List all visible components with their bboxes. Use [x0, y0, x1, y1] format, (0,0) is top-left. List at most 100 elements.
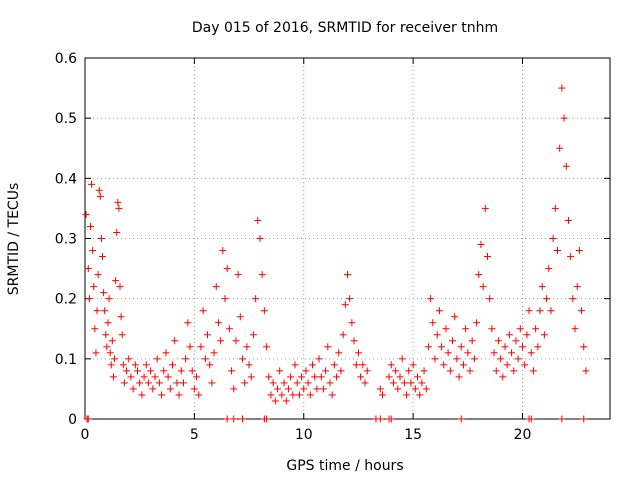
data-point [84, 265, 92, 273]
data-point [477, 241, 485, 249]
y-axis-label: SRMTID / TECUs [6, 183, 22, 296]
data-point [306, 391, 314, 399]
data-point [197, 343, 205, 351]
data-point [398, 355, 406, 363]
data-point [119, 361, 127, 369]
data-point [457, 415, 465, 423]
data-point [387, 361, 395, 369]
data-point [245, 361, 253, 369]
data-point [140, 373, 148, 381]
data-point [427, 295, 435, 303]
data-point [442, 325, 450, 333]
data-point [484, 253, 491, 261]
y-tick-label: 0.3 [55, 232, 77, 248]
data-point [236, 313, 244, 321]
data-point [582, 367, 590, 375]
data-point [109, 373, 117, 381]
y-tick-label: 0.1 [55, 352, 77, 368]
data-point [127, 373, 135, 381]
data-point [519, 343, 526, 351]
data-point [385, 373, 393, 381]
data-point [223, 265, 231, 273]
data-point [208, 379, 216, 387]
data-point [558, 415, 566, 423]
data-point [337, 367, 345, 375]
data-point [214, 319, 222, 327]
data-point [291, 361, 299, 369]
data-point [357, 373, 365, 381]
data-point [212, 283, 220, 291]
data-point [569, 295, 577, 303]
data-point [346, 295, 354, 303]
data-point [162, 349, 170, 357]
data-point [120, 379, 128, 387]
data-point [239, 355, 246, 363]
data-point [263, 415, 271, 423]
data-point [313, 385, 321, 393]
y-tick-label: 0.5 [55, 111, 77, 127]
data-point [521, 361, 529, 369]
data-point [105, 295, 113, 303]
x-tick-label: 15 [404, 427, 422, 443]
data-point [112, 277, 120, 285]
data-point [431, 355, 439, 363]
data-point [151, 373, 159, 381]
data-point [497, 355, 505, 363]
x-tick-label: 20 [514, 427, 532, 443]
data-point [543, 295, 551, 303]
data-point [147, 367, 155, 375]
data-point [508, 349, 516, 357]
data-point [252, 295, 260, 303]
data-point [354, 349, 362, 357]
data-point [94, 271, 102, 279]
data-point [481, 204, 489, 212]
data-point [101, 307, 109, 315]
data-point [376, 415, 384, 423]
data-point [142, 361, 150, 369]
data-point [111, 355, 119, 363]
data-point [96, 192, 104, 200]
data-point [195, 391, 203, 399]
data-point [580, 343, 588, 351]
data-point [488, 325, 496, 333]
data-point [494, 337, 502, 345]
data-point [387, 415, 395, 423]
data-point [405, 367, 413, 375]
data-point [540, 331, 548, 339]
data-point [440, 361, 448, 369]
data-point [184, 319, 192, 327]
data-point [85, 295, 93, 303]
data-point [260, 307, 268, 315]
plot-frame [84, 57, 611, 420]
data-point [453, 355, 461, 363]
data-point [564, 216, 572, 224]
data-point [348, 319, 356, 327]
data-point [411, 385, 419, 393]
data-point [267, 391, 275, 399]
data-point [169, 361, 176, 369]
data-point [210, 349, 218, 357]
data-point [433, 331, 441, 339]
data-point [239, 415, 246, 423]
data-point [394, 385, 402, 393]
data-point [311, 373, 319, 381]
data-point [225, 325, 233, 333]
y-tick-label: 0.4 [55, 171, 77, 187]
data-point [573, 283, 581, 291]
y-tick-label: 0.6 [55, 51, 77, 67]
data-point [93, 307, 101, 315]
data-point [186, 343, 194, 351]
data-point [271, 397, 279, 405]
data-point [416, 391, 424, 399]
data-point [389, 379, 397, 387]
data-point [444, 349, 452, 357]
data-point [379, 391, 386, 399]
data-point [177, 367, 185, 375]
data-point [206, 361, 214, 369]
data-point [89, 247, 97, 255]
data-point [422, 385, 430, 393]
chart-title: Day 015 of 2016, SRMTID for receiver tnh… [192, 20, 498, 36]
data-point [182, 355, 190, 363]
data-point [108, 337, 116, 345]
